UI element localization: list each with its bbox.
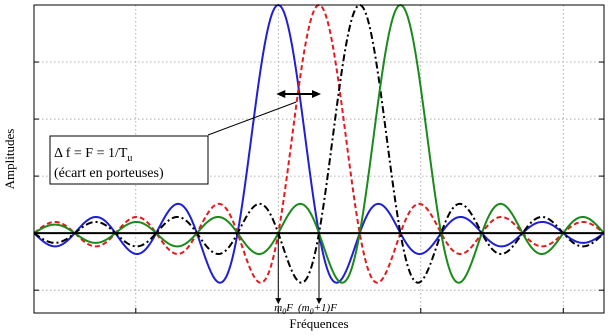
marker-arrowhead-1 (316, 298, 322, 305)
frequency-markers: m0F (m0+1)F (274, 233, 337, 316)
annotation-line-1: Δ f = F = 1/Tu (54, 146, 132, 164)
marker-label-m0plus1F: (m0+1)F (298, 302, 337, 316)
delta-f-arrowhead-left (276, 89, 286, 98)
x-axis-label: Fréquences (289, 316, 348, 331)
annotations: Δ f = F = 1/Tu (écart en porteuses) (49, 89, 321, 185)
plot-frame (33, 4, 605, 314)
marker-arrowhead-0 (275, 298, 282, 305)
delta-f-arrowhead-right (312, 89, 321, 98)
annotation-pointer (207, 101, 297, 136)
annotation-box (49, 135, 209, 185)
marker-label-m0F: m0F (274, 302, 293, 316)
annotation-line-2: (écart en porteuses) (54, 166, 164, 181)
y-axis-label: Amplitudes (2, 129, 17, 190)
